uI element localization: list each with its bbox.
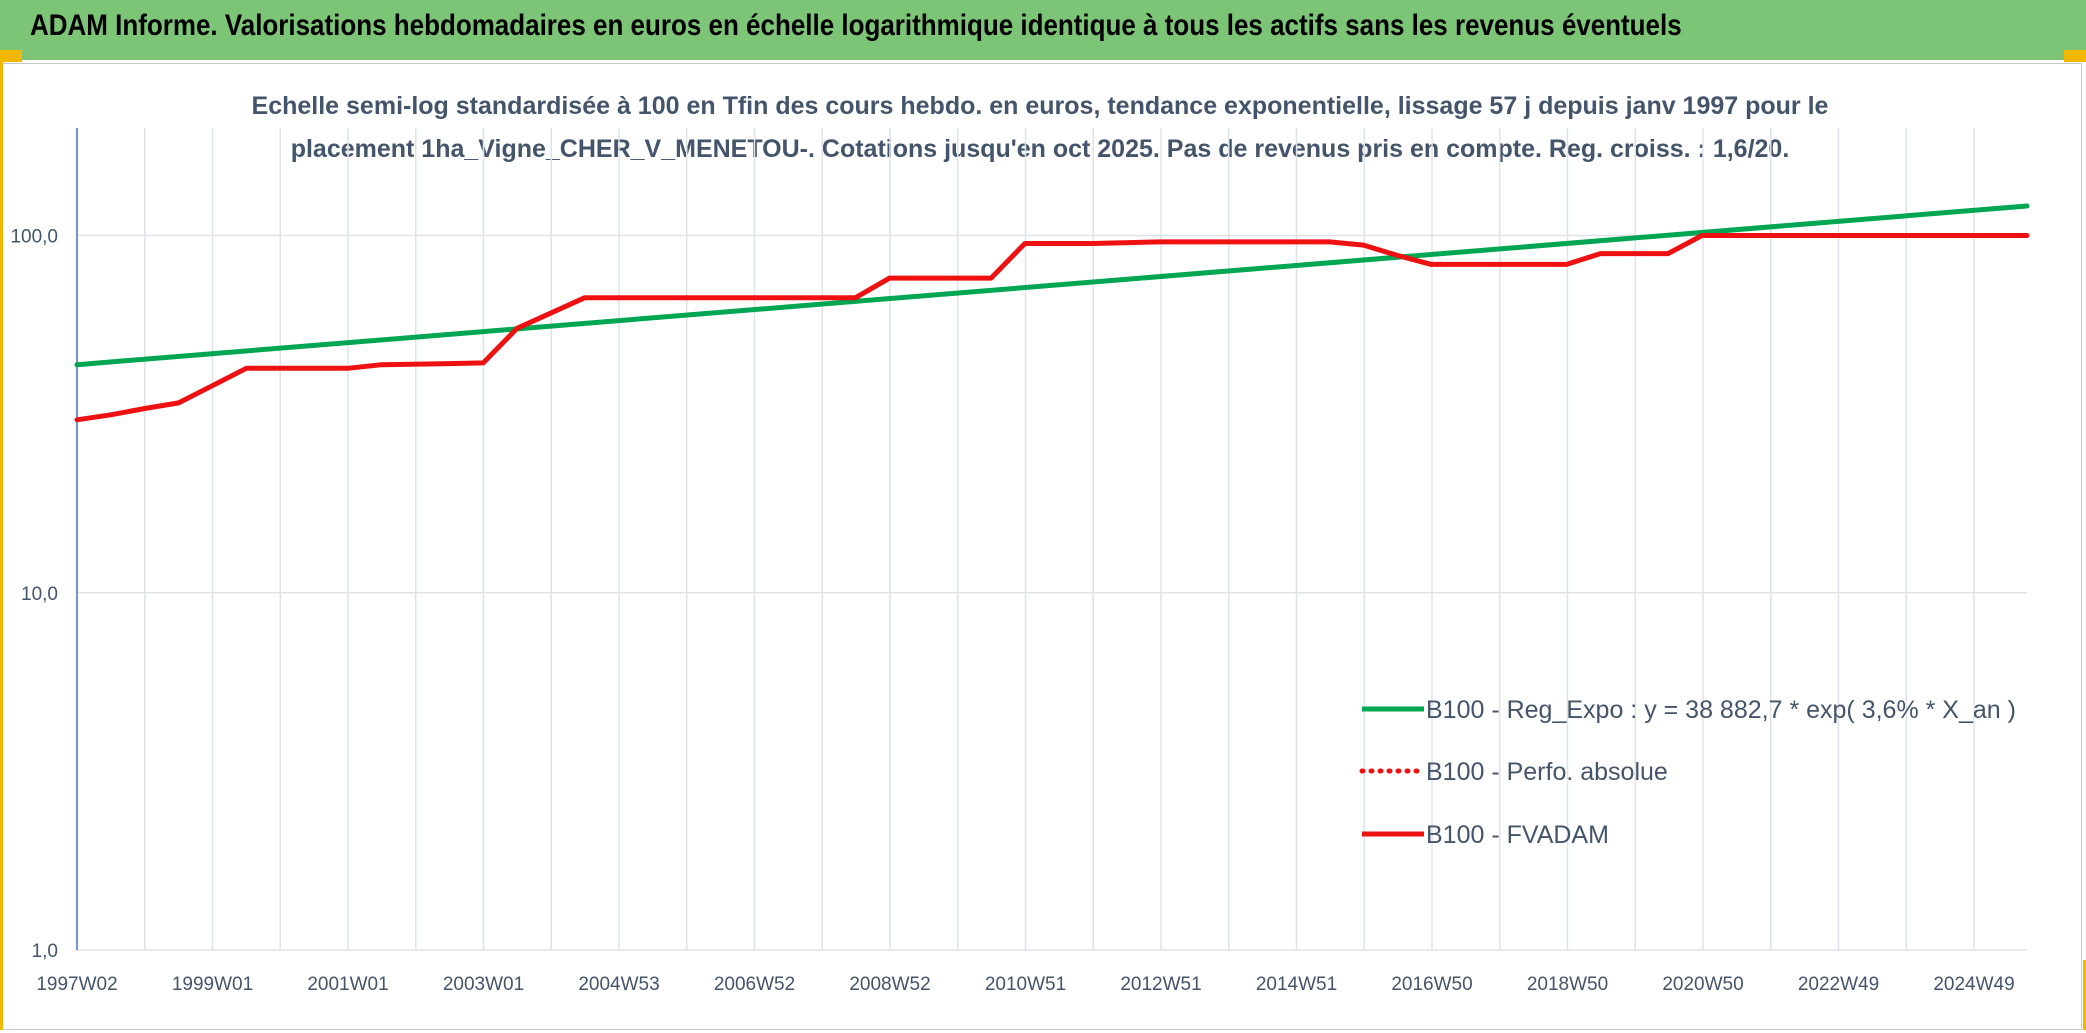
x-tick-label: 1997W02 — [36, 974, 117, 995]
y-tick-label: 1,0 — [32, 941, 58, 962]
x-tick-label: 1999W01 — [172, 974, 253, 995]
x-tick-label: 2014W51 — [1256, 974, 1337, 995]
legend-label-perfo: B100 - Perfo. absolue — [1426, 758, 1668, 786]
frame-edge-right — [2083, 960, 2086, 1030]
legend-label-trend: B100 - Reg_Expo : y = 38 882,7 * exp( 3,… — [1426, 696, 2016, 724]
x-tick-label: 2022W49 — [1798, 974, 1879, 995]
frame-edge-left — [0, 60, 3, 1030]
legend-label-fvadam: B100 - FVADAM — [1426, 821, 1609, 849]
x-tick-label: 2010W51 — [985, 974, 1066, 995]
corner-marker-right — [2064, 50, 2086, 62]
x-tick-label: 2001W01 — [307, 974, 388, 995]
x-tick-label: 2008W52 — [849, 974, 930, 995]
x-tick-label: 2006W52 — [714, 974, 795, 995]
y-tick-label: 100,0 — [10, 227, 58, 248]
chart-subtitle-line-2: placement 1ha_Vigne_CHER_V_MENETOU-. Cot… — [290, 135, 1790, 163]
x-tick-label: 2003W01 — [443, 974, 524, 995]
y-tick-label: 10,0 — [21, 584, 58, 605]
corner-marker-left — [0, 50, 22, 62]
x-tick-label: 2020W50 — [1662, 974, 1743, 995]
series-line-reg-expo — [74, 203, 2030, 368]
series-line-fvadam — [74, 233, 2030, 423]
page-title: ADAM Informe. Valorisations hebdomadaire… — [30, 9, 1682, 42]
x-tick-label: 2012W51 — [1120, 974, 1201, 995]
x-tick-label: 2004W53 — [578, 974, 659, 995]
x-tick-label: 2024W49 — [1933, 974, 2014, 995]
x-tick-label: 2016W50 — [1391, 974, 1472, 995]
header-banner: ADAM Informe. Valorisations hebdomadaire… — [0, 0, 2086, 60]
chart-subtitle-line-1: Echelle semi-log standardisée à 100 en T… — [251, 92, 1829, 120]
x-tick-label: 2018W50 — [1527, 974, 1608, 995]
